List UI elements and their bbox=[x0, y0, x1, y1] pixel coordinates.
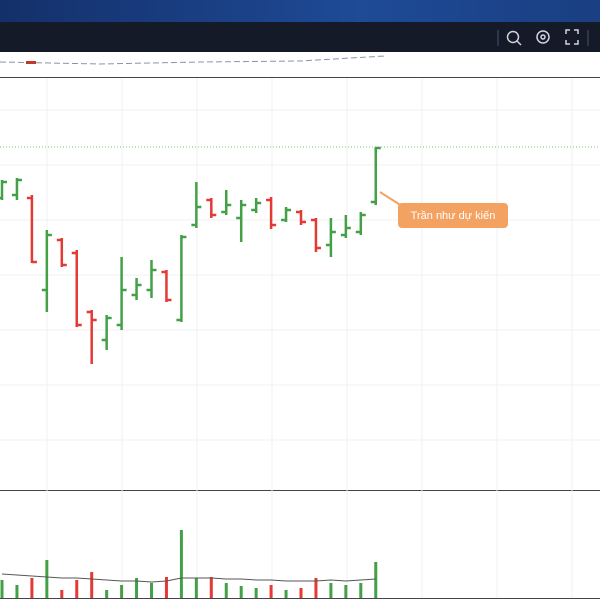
volume-bar bbox=[359, 583, 363, 598]
volume-bar bbox=[60, 590, 64, 598]
volume-bar bbox=[224, 583, 228, 598]
legend-marker bbox=[26, 61, 36, 64]
volume-bar bbox=[194, 578, 198, 598]
annotation-box bbox=[398, 203, 508, 228]
volume-bar bbox=[75, 580, 79, 598]
volume-bar bbox=[314, 578, 318, 598]
volume-ma bbox=[1, 573, 376, 583]
fullscreen-icon[interactable] bbox=[565, 29, 579, 45]
volume-bar bbox=[284, 590, 288, 598]
volume-bar bbox=[45, 560, 49, 598]
volume-bar bbox=[239, 586, 243, 598]
top-bar bbox=[0, 0, 600, 22]
volume-bar bbox=[90, 572, 94, 598]
annotation-pointer bbox=[379, 191, 403, 207]
volume-bar bbox=[209, 577, 213, 598]
annotation: Trần như dự kiến bbox=[379, 191, 508, 228]
volume-bar bbox=[299, 588, 303, 598]
volume-bar bbox=[344, 585, 348, 598]
volume-bar bbox=[120, 585, 124, 598]
volume-bar bbox=[254, 588, 258, 598]
settings-icon[interactable] bbox=[536, 30, 550, 44]
volume-bar bbox=[0, 580, 4, 598]
volume-bar bbox=[269, 585, 273, 598]
toolbar bbox=[0, 22, 600, 52]
volume-bar bbox=[135, 578, 139, 598]
zoom-icon[interactable] bbox=[506, 30, 522, 46]
volume-bar bbox=[150, 583, 153, 598]
annotation-text: Trần như dự kiến bbox=[411, 210, 496, 222]
volume-bar bbox=[164, 577, 168, 598]
legend-line bbox=[0, 55, 386, 65]
volume-bar bbox=[105, 590, 109, 598]
volume-bar bbox=[329, 583, 333, 598]
volume-bar bbox=[374, 562, 378, 598]
volume-bar bbox=[179, 530, 183, 598]
volume-bar bbox=[30, 578, 34, 598]
volume-bar bbox=[15, 585, 19, 598]
